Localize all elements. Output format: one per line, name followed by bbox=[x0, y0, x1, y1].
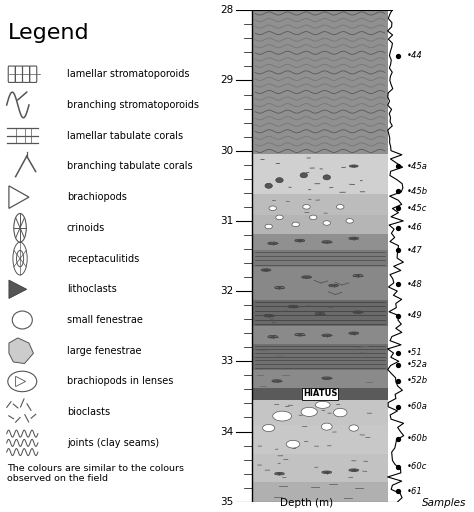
Text: brachiopods: brachiopods bbox=[67, 192, 127, 202]
Text: •45a: •45a bbox=[406, 162, 428, 170]
Text: •61: •61 bbox=[406, 487, 422, 496]
Ellipse shape bbox=[273, 411, 292, 421]
Ellipse shape bbox=[323, 221, 330, 225]
Ellipse shape bbox=[276, 215, 283, 220]
Ellipse shape bbox=[300, 173, 308, 178]
Text: branching stromatoporoids: branching stromatoporoids bbox=[67, 100, 199, 110]
Bar bbox=[253, 400, 388, 424]
Text: •47: •47 bbox=[406, 246, 422, 255]
Ellipse shape bbox=[349, 425, 358, 431]
Bar bbox=[253, 326, 388, 344]
Bar bbox=[253, 250, 388, 267]
Text: 29: 29 bbox=[220, 75, 234, 86]
Text: crinoids: crinoids bbox=[67, 223, 105, 233]
Text: lithoclasts: lithoclasts bbox=[67, 284, 117, 294]
Text: 34: 34 bbox=[220, 426, 234, 437]
Text: lamellar tabulate corals: lamellar tabulate corals bbox=[67, 131, 183, 141]
Text: 31: 31 bbox=[220, 216, 234, 226]
Text: •52b: •52b bbox=[406, 376, 428, 386]
Ellipse shape bbox=[303, 205, 310, 209]
Ellipse shape bbox=[321, 423, 332, 430]
Text: 35: 35 bbox=[220, 497, 234, 507]
Polygon shape bbox=[9, 280, 27, 298]
Text: The colours are similar to the colours
observed on the field: The colours are similar to the colours o… bbox=[7, 464, 184, 483]
Bar bbox=[253, 10, 388, 154]
Text: lamellar stromatoporoids: lamellar stromatoporoids bbox=[67, 69, 189, 79]
Text: HIATUS: HIATUS bbox=[303, 390, 337, 398]
Text: •60a: •60a bbox=[406, 402, 428, 412]
Ellipse shape bbox=[334, 409, 347, 417]
Bar bbox=[253, 215, 388, 233]
Text: •45b: •45b bbox=[406, 187, 428, 196]
Text: •60b: •60b bbox=[406, 434, 428, 443]
Text: small fenestrae: small fenestrae bbox=[67, 315, 143, 325]
Bar bbox=[253, 194, 388, 215]
Text: •52a: •52a bbox=[406, 360, 428, 369]
Text: joints (clay seams): joints (clay seams) bbox=[67, 438, 159, 448]
Ellipse shape bbox=[292, 222, 300, 227]
Text: •45c: •45c bbox=[406, 204, 427, 213]
Ellipse shape bbox=[346, 219, 354, 223]
Text: •49: •49 bbox=[406, 311, 422, 320]
Ellipse shape bbox=[337, 205, 344, 209]
Bar bbox=[253, 424, 388, 454]
Text: •60c: •60c bbox=[406, 462, 427, 471]
Text: 28: 28 bbox=[220, 5, 234, 15]
Text: •51: •51 bbox=[406, 348, 422, 357]
Bar bbox=[253, 267, 388, 300]
Ellipse shape bbox=[315, 401, 330, 409]
Text: bioclasts: bioclasts bbox=[67, 407, 110, 417]
Text: 30: 30 bbox=[220, 146, 234, 156]
Bar bbox=[253, 233, 388, 250]
Text: Legend: Legend bbox=[8, 23, 90, 43]
Bar bbox=[253, 154, 388, 194]
Ellipse shape bbox=[265, 224, 273, 229]
Bar bbox=[253, 344, 388, 370]
Ellipse shape bbox=[310, 215, 317, 220]
Polygon shape bbox=[9, 338, 33, 364]
Bar bbox=[253, 370, 388, 388]
Bar bbox=[253, 300, 388, 326]
Ellipse shape bbox=[323, 175, 330, 180]
Text: 33: 33 bbox=[220, 356, 234, 366]
Text: •46: •46 bbox=[406, 223, 422, 232]
Ellipse shape bbox=[276, 178, 283, 183]
Text: branching tabulate corals: branching tabulate corals bbox=[67, 161, 192, 172]
Text: brachiopods in lenses: brachiopods in lenses bbox=[67, 376, 173, 387]
Ellipse shape bbox=[301, 408, 317, 416]
Bar bbox=[253, 388, 388, 400]
Text: 32: 32 bbox=[220, 286, 234, 296]
Bar bbox=[253, 482, 388, 502]
Text: •48: •48 bbox=[406, 280, 422, 289]
Ellipse shape bbox=[286, 440, 300, 448]
Text: Samples: Samples bbox=[421, 498, 466, 508]
Ellipse shape bbox=[269, 206, 276, 210]
Text: Depth (m): Depth (m) bbox=[280, 498, 333, 508]
Text: •44: •44 bbox=[406, 51, 422, 60]
Text: receptaculitids: receptaculitids bbox=[67, 253, 139, 264]
Ellipse shape bbox=[263, 424, 275, 432]
Text: large fenestrae: large fenestrae bbox=[67, 346, 141, 356]
Ellipse shape bbox=[265, 183, 273, 188]
Bar bbox=[253, 454, 388, 482]
